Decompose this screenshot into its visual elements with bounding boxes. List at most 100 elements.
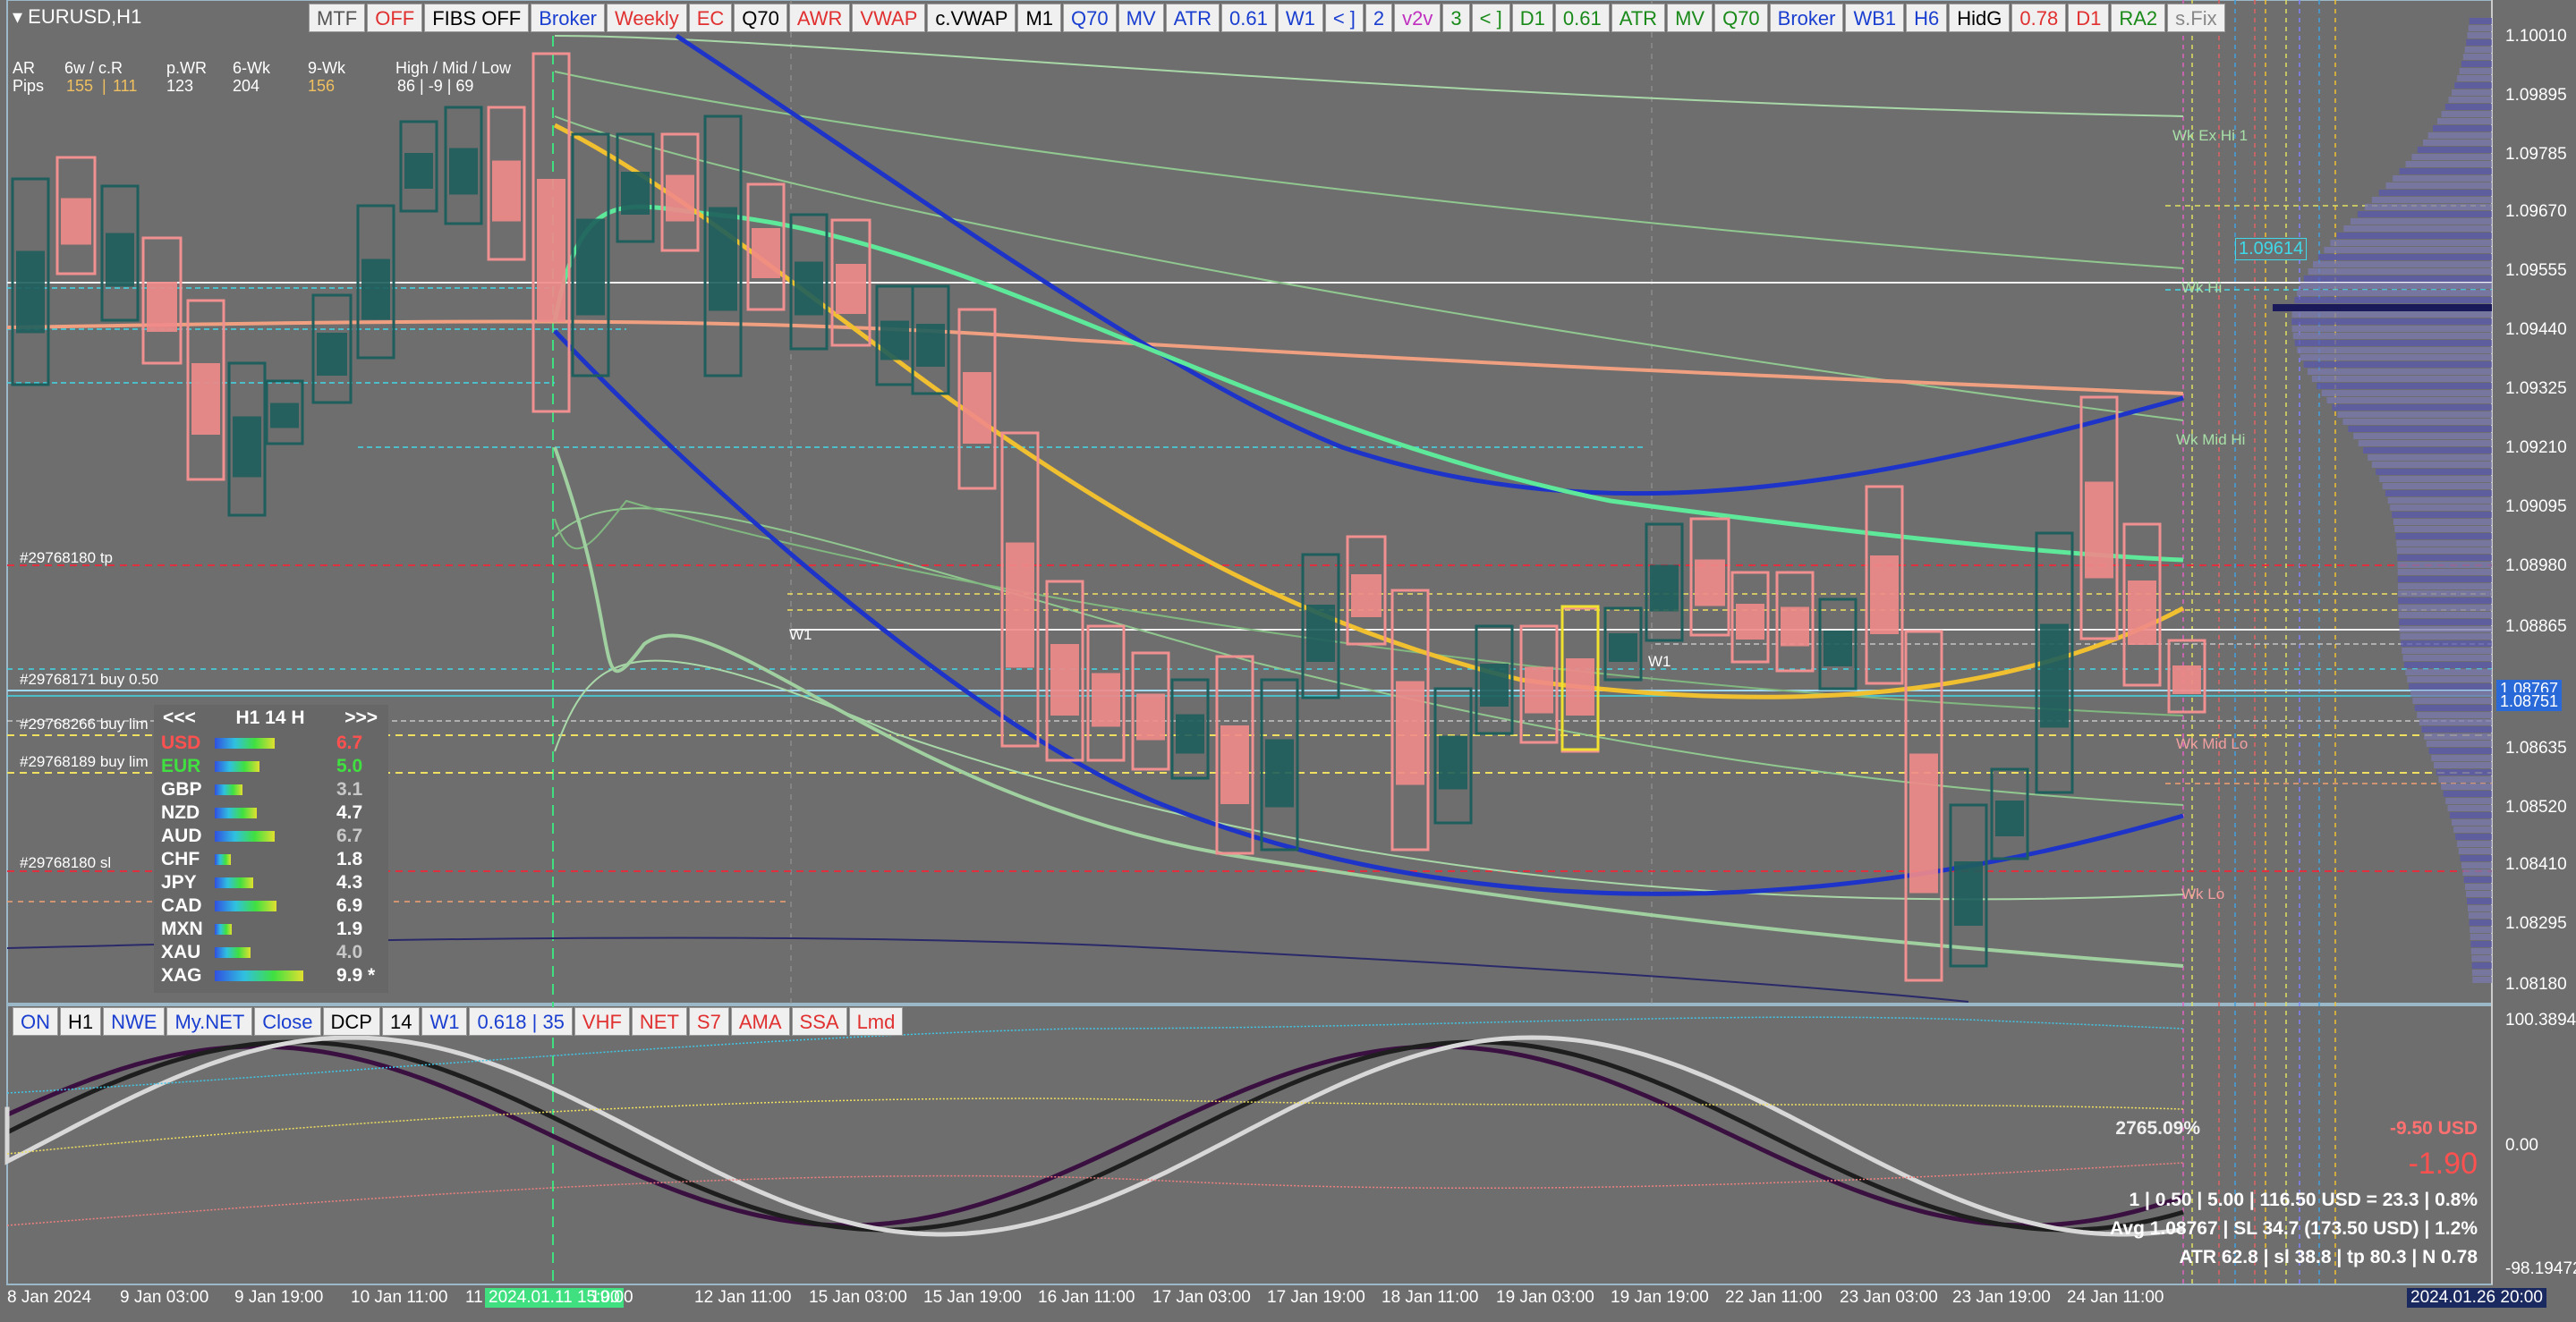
toolbar-button-7[interactable]: AWR <box>788 4 851 32</box>
toolbar-button-19[interactable]: 3 <box>1442 4 1470 32</box>
crosshair-time-label: 2024.01.11 15:00 <box>485 1288 624 1308</box>
osc-toolbar-button-10[interactable]: NET <box>631 1007 687 1036</box>
osc-toolbar-button-1[interactable]: H1 <box>60 1007 102 1036</box>
osc-toolbar-button-9[interactable]: VHF <box>574 1007 630 1036</box>
currency-code: XAU <box>161 942 201 962</box>
trade-sl-label[interactable]: #29768180 sl <box>20 854 112 871</box>
currency-code: NZD <box>161 802 200 823</box>
candle-box-10 <box>444 106 483 225</box>
volume-bar-47 <box>2300 354 2492 360</box>
volume-bar-57 <box>2348 426 2492 432</box>
osc-toolbar-button-2[interactable]: NWE <box>103 1007 166 1036</box>
toolbar-button-26[interactable]: Broker <box>1769 4 1844 32</box>
trade-tp-label[interactable]: #29768180 tp <box>20 549 113 566</box>
osc-toolbar-button-11[interactable]: S7 <box>688 1007 729 1036</box>
strength-bar <box>215 924 232 935</box>
toolbar-button-10[interactable]: M1 <box>1017 4 1062 32</box>
candle-box-21 <box>911 284 950 395</box>
osc-toolbar-button-5[interactable]: DCP <box>322 1007 380 1036</box>
toolbar-button-30[interactable]: 0.78 <box>2011 4 2067 32</box>
toolbar-button-17[interactable]: 2 <box>1365 4 1393 32</box>
trade-buy-label[interactable]: #29768171 buy 0.50 <box>20 671 159 688</box>
currency-row-jpy: JPY 4.3 <box>154 871 388 894</box>
candle-body-32 <box>1396 681 1424 785</box>
time-tick: 15 Jan 19:00 <box>923 1288 1022 1307</box>
price-level-box[interactable]: 1.09614 <box>2235 238 2308 260</box>
toolbar-button-1[interactable]: OFF <box>367 4 423 32</box>
toolbar-button-14[interactable]: 0.61 <box>1221 4 1276 32</box>
strength-bar <box>215 738 275 749</box>
volume-bar-131 <box>2471 955 2492 962</box>
price-tick: 1.09210 <box>2505 438 2567 457</box>
candle-body-9 <box>404 153 433 189</box>
toolbar-button-2[interactable]: FIBS OFF <box>424 4 530 32</box>
candle-box-26 <box>1131 651 1170 771</box>
candle-body-44 <box>1909 753 1938 894</box>
highlight-candle <box>1560 605 1600 751</box>
toolbar-button-29[interactable]: HidG <box>1949 4 2011 32</box>
toolbar-button-28[interactable]: H6 <box>1906 4 1948 32</box>
toolbar-button-6[interactable]: Q70 <box>734 4 787 32</box>
trade-buy-limit-2[interactable]: #29768189 buy lim <box>20 753 149 770</box>
candle-body-35 <box>1525 666 1553 714</box>
toolbar-button-5[interactable]: EC <box>688 4 733 32</box>
osc-toolbar-button-8[interactable]: 0.618 | 35 <box>469 1007 573 1036</box>
candle-box-4 <box>186 299 225 481</box>
volume-bar-56 <box>2342 419 2492 425</box>
info-line-1: 1 | 0.50 | 5.00 | 116.50 USD = 23.3 | 0.… <box>2129 1190 2478 1210</box>
volume-bar-120 <box>2463 877 2492 883</box>
toolbar-button-25[interactable]: Q70 <box>1714 4 1768 32</box>
volume-bar-25 <box>2371 197 2492 203</box>
toolbar-button-3[interactable]: Broker <box>531 4 605 32</box>
toolbar-button-8[interactable]: VWAP <box>852 4 926 32</box>
osc-toolbar-button-12[interactable]: AMA <box>730 1007 790 1036</box>
price-tick: 1.09325 <box>2505 379 2567 398</box>
volume-bar-29 <box>2343 225 2492 232</box>
toolbar-button-23[interactable]: ATR <box>1611 4 1666 32</box>
info-percent: 2765.09% <box>2115 1118 2200 1139</box>
next-timeframe-button[interactable]: >>> <box>344 708 378 728</box>
strength-bar <box>215 784 242 795</box>
toolbar-button-0[interactable]: MTF <box>309 4 366 32</box>
toolbar-button-20[interactable]: < ] <box>1471 4 1510 32</box>
toolbar-button-16[interactable]: < ] <box>1324 4 1364 32</box>
toolbar-button-22[interactable]: 0.61 <box>1554 4 1610 32</box>
toolbar-button-27[interactable]: WB1 <box>1845 4 1905 32</box>
candle-body-47 <box>2040 623 2069 728</box>
osc-toolbar-button-4[interactable]: Close <box>254 1007 321 1036</box>
toolbar-button-11[interactable]: Q70 <box>1063 4 1117 32</box>
volume-bar-123 <box>2467 898 2492 904</box>
candle-body-15 <box>666 174 694 222</box>
osc-toolbar-button-13[interactable]: SSA <box>791 1007 847 1036</box>
toolbar-button-31[interactable]: D1 <box>2068 4 2110 32</box>
collapse-triangle-icon[interactable]: ▾ <box>13 5 23 28</box>
toolbar-button-33[interactable]: s.Fix <box>2167 4 2225 32</box>
volume-bar-37 <box>2300 283 2492 289</box>
toolbar-button-13[interactable]: ATR <box>1165 4 1220 32</box>
trade-buy-limit-1[interactable]: #29768266 buy lim <box>20 716 149 733</box>
toolbar-button-12[interactable]: MV <box>1118 4 1164 32</box>
time-tick: 12 Jan 11:00 <box>694 1288 792 1307</box>
osc-toolbar-button-6[interactable]: 14 <box>381 1007 421 1036</box>
toolbar-button-24[interactable]: MV <box>1667 4 1713 32</box>
osc-toolbar-button-3[interactable]: My.NET <box>166 1007 253 1036</box>
volume-bar-119 <box>2462 869 2492 876</box>
volume-bar-77 <box>2397 569 2492 575</box>
candle-body-26 <box>1136 693 1165 741</box>
osc-toolbar-button-14[interactable]: Lmd <box>848 1007 904 1036</box>
osc-toolbar-button-7[interactable]: W1 <box>421 1007 468 1036</box>
volume-bar-64 <box>2379 476 2492 482</box>
toolbar-button-9[interactable]: c.VWAP <box>927 4 1016 32</box>
toolbar-button-21[interactable]: D1 <box>1511 4 1553 32</box>
prev-timeframe-button[interactable]: <<< <box>163 708 196 728</box>
toolbar-button-18[interactable]: v2v <box>1394 4 1441 32</box>
volume-bar-24 <box>2378 190 2492 196</box>
toolbar-button-32[interactable]: RA2 <box>2111 4 2166 32</box>
volume-bar-90 <box>2403 662 2492 668</box>
toolbar-button-4[interactable]: Weekly <box>607 4 687 32</box>
volume-bar-101 <box>2426 741 2492 747</box>
info-line-3: ATR 62.8 | sl 38.8 | tp 80.3 | N 0.78 <box>2179 1247 2478 1267</box>
osc-toolbar-button-0[interactable]: ON <box>13 1007 58 1036</box>
toolbar-button-15[interactable]: W1 <box>1277 4 1323 32</box>
